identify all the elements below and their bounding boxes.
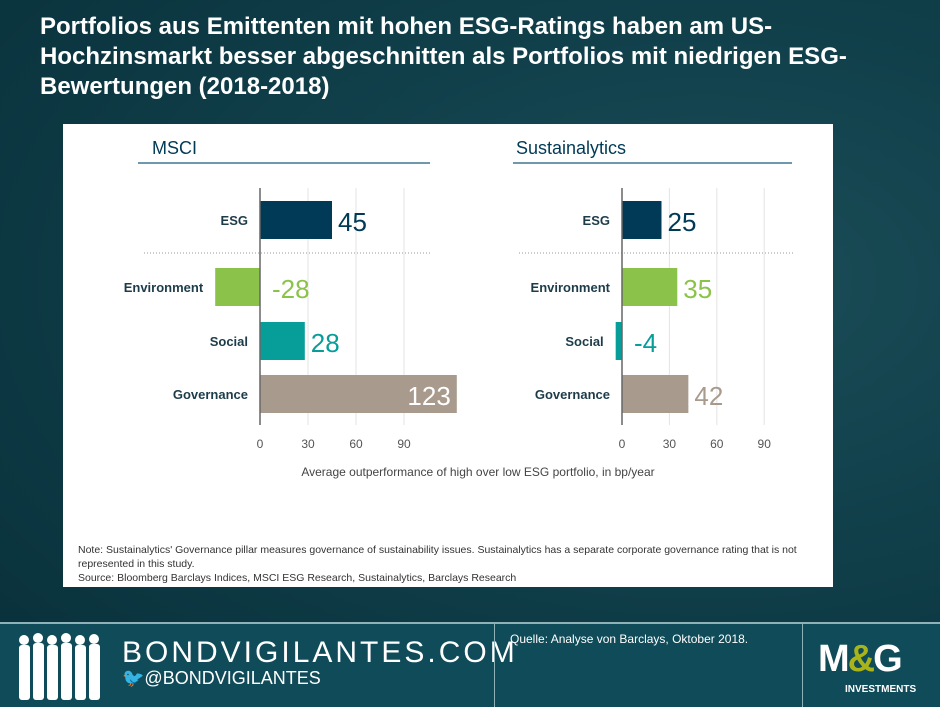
value-label: 35 — [683, 274, 712, 304]
value-label: 28 — [311, 328, 340, 358]
category-label: Environment — [531, 280, 611, 295]
tick-label: 30 — [663, 437, 677, 451]
bar-environment — [622, 268, 678, 306]
twitter-text: @BONDVIGILANTES — [144, 668, 321, 688]
page-title: Portfolios aus Emittenten mit hohen ESG-… — [40, 13, 847, 100]
category-label: ESG — [221, 213, 248, 228]
value-label: 42 — [694, 381, 723, 411]
value-label: 25 — [668, 207, 697, 237]
site-link[interactable]: BONDVIGILANTES.COM — [122, 636, 518, 669]
bar-environment — [215, 268, 260, 306]
bar-governance — [260, 375, 457, 413]
category-label: ESG — [583, 213, 610, 228]
tick-label: 90 — [397, 437, 411, 451]
note-text: Note: Sustainalytics' Governance pillar … — [78, 544, 797, 570]
twitter-icon: 🐦 — [122, 668, 145, 688]
footer: BONDVIGILANTES.COM 🐦@BONDVIGILANTES Quel… — [0, 622, 940, 707]
category-label: Social — [210, 334, 248, 349]
bar-governance — [622, 375, 689, 413]
category-label: Governance — [173, 387, 248, 402]
chart-panel — [63, 124, 833, 587]
source-text: Source: Bloomberg Barclays Indices, MSCI… — [78, 572, 517, 584]
tick-label: 0 — [619, 437, 626, 451]
panel-title: MSCI — [152, 138, 197, 158]
tick-label: 60 — [710, 437, 724, 451]
chart-note: Note: Sustainalytics' Governance pillar … — [78, 543, 828, 585]
source-quelle: Quelle: Analyse von Barclays, Oktober 20… — [510, 632, 749, 646]
bar-social — [260, 322, 305, 360]
x-axis-label: Average outperformance of high over low … — [301, 465, 654, 479]
divider — [802, 624, 803, 707]
tick-label: 30 — [301, 437, 315, 451]
value-label: -28 — [272, 274, 310, 304]
value-label: 123 — [407, 381, 450, 411]
logo-subtitle: INVESTMENTS — [845, 684, 917, 695]
category-label: Environment — [124, 280, 204, 295]
people-silhouette-icon — [19, 633, 100, 700]
mg-logo: M&G — [818, 638, 903, 680]
category-label: Social — [565, 334, 603, 349]
tick-label: 90 — [758, 437, 772, 451]
value-label: -4 — [634, 328, 657, 358]
value-label: 45 — [338, 207, 367, 237]
category-label: Governance — [535, 387, 610, 402]
tick-label: 0 — [257, 437, 264, 451]
tick-label: 60 — [349, 437, 363, 451]
bar-esg — [260, 201, 332, 239]
bar-esg — [622, 201, 662, 239]
twitter-handle[interactable]: 🐦@BONDVIGILANTES — [122, 668, 321, 689]
bar-social — [615, 322, 622, 360]
divider — [494, 624, 495, 707]
panel-title: Sustainalytics — [516, 138, 626, 158]
